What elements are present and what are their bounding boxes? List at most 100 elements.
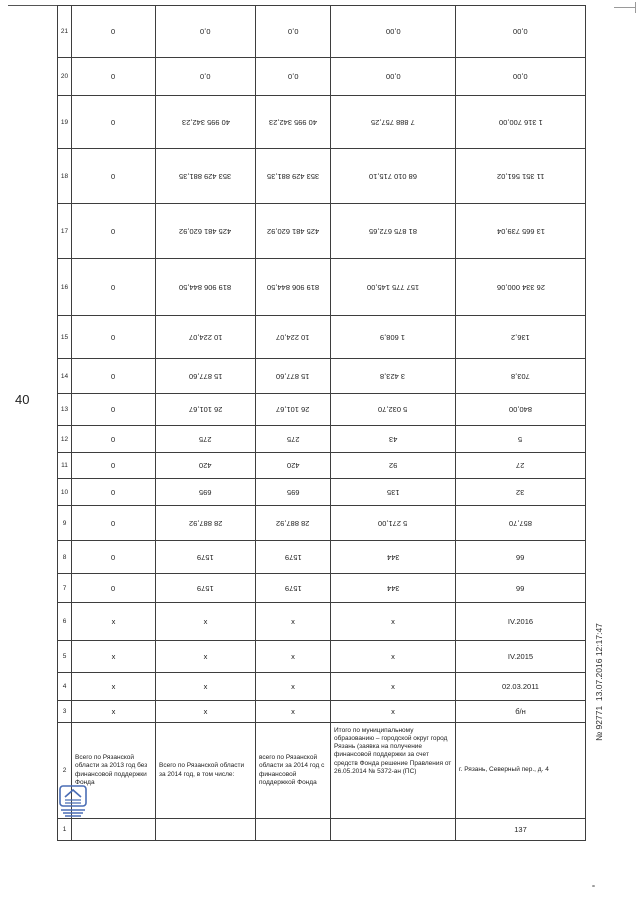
- cell-value-rotated: 66: [516, 552, 525, 562]
- cell-value-rotated: 1579: [284, 583, 302, 593]
- table-cell: 81 875 672,65: [330, 203, 456, 259]
- column-number-cell: 21: [57, 5, 72, 58]
- table-cell: x: [155, 640, 256, 673]
- table-cell: 13 665 739,04: [455, 203, 586, 259]
- table-row: 16 0 819 906 844,50 819 906 844,50 157 775 1…: [57, 258, 586, 316]
- table-cell: 344: [330, 540, 456, 574]
- table-cell: 5 271,00: [330, 505, 456, 541]
- table-row: 2 Всего по Рязанской области за 2013 год …: [57, 722, 586, 819]
- cell-value-rotated: 81 875 672,65: [369, 226, 417, 236]
- table-cell: 26 101,67: [155, 393, 256, 426]
- cell-value-rotated: 1579: [197, 583, 214, 593]
- cell-value-rotated: 425 481 620,92: [266, 226, 320, 236]
- table-cell: 136,2: [455, 315, 586, 359]
- table-cell: x: [71, 700, 156, 723]
- cell-value-rotated: 0,0: [200, 72, 211, 81]
- cell-value-rotated: 840,00: [509, 405, 532, 414]
- column-number-cell: 20: [57, 57, 72, 96]
- data-table: 21 0 0,0 0,0 0,00 0,00 20 0 0,0 0,0 0,00 0,00 19 0 40 …: [57, 5, 586, 841]
- cell-value-rotated: 1579: [284, 552, 302, 562]
- table-cell: 819 906 844,50: [155, 258, 256, 316]
- cell-value-rotated: 819 906 844,50: [266, 282, 320, 292]
- cell-value-rotated: 26 334 000,06: [496, 282, 545, 292]
- table-cell: 353 429 881,35: [155, 148, 256, 204]
- cell-value-rotated: 344: [386, 552, 400, 562]
- table-cell: 26 334 000,06: [455, 258, 586, 316]
- cell-value-rotated: 420: [286, 461, 300, 470]
- cell-value-rotated: 15 877,60: [276, 371, 310, 381]
- cell-value-rotated: 40 995 342,23: [181, 117, 230, 127]
- cell-value-rotated: 5 271,00: [378, 518, 408, 528]
- table-cell: 43: [330, 425, 456, 453]
- scan-artifact: [592, 885, 595, 887]
- cell-value-rotated: 344: [386, 583, 400, 593]
- table-cell: 1579: [255, 573, 331, 603]
- cell-value-rotated: 0: [111, 27, 116, 36]
- table-cell: 15 877,60: [255, 358, 331, 394]
- table-cell: 1 316 700,00: [455, 95, 586, 149]
- cell-value-rotated: 68 010 715,10: [369, 171, 417, 181]
- column-number-cell: 9: [57, 505, 72, 541]
- table-row: 20 0 0,0 0,0 0,00 0,00: [57, 57, 586, 96]
- table-cell: x: [71, 640, 156, 673]
- table-cell: 40 995 342,23: [155, 95, 256, 149]
- table-cell: 5 032,70: [330, 393, 456, 426]
- table-row: 18 0 353 429 881,35 353 429 881,35 68 010 71…: [57, 148, 586, 204]
- cell-value-rotated: 5 032,70: [378, 405, 408, 414]
- cell-value-rotated: 135: [386, 487, 400, 497]
- table-cell: x: [71, 672, 156, 701]
- cell-value-rotated: 10 224,07: [276, 332, 310, 342]
- table-row: 11 0 420 420 92 27: [57, 452, 586, 479]
- cell-value-rotated: 66: [516, 583, 525, 593]
- cell-value-rotated: 1579: [197, 552, 214, 562]
- table-cell: 0,0: [255, 5, 331, 58]
- table-cell: [155, 818, 256, 841]
- table-cell: 0: [71, 573, 156, 603]
- table-cell: x: [330, 602, 456, 641]
- table-cell: x: [255, 672, 331, 701]
- table-cell: Всего по Рязанской области за 2013 год б…: [71, 722, 156, 819]
- cell-value-rotated: 92: [388, 461, 398, 470]
- table-cell: 1579: [155, 540, 256, 574]
- table-cell: 0: [71, 425, 156, 453]
- table-cell: IV.2015: [455, 640, 586, 673]
- cell-value-rotated: 11 351 561,02: [496, 171, 545, 181]
- table-cell: 0: [71, 540, 156, 574]
- cell-value-rotated: 3 423,8: [380, 371, 406, 381]
- table-cell: 353 429 881,35: [255, 148, 331, 204]
- cell-value-rotated: 695: [286, 487, 300, 497]
- table-cell: 92: [330, 452, 456, 479]
- table-row: 12 0 275 275 43 5: [57, 425, 586, 453]
- table-cell: 1579: [155, 573, 256, 603]
- column-number-cell: 10: [57, 478, 72, 506]
- blue-emblem-stamp: [57, 785, 89, 819]
- column-number-cell: 1: [57, 818, 72, 841]
- table-cell: 0: [71, 258, 156, 316]
- cell-value-rotated: 0: [111, 282, 116, 292]
- column-number-cell: 3: [57, 700, 72, 723]
- scan-artifact: [8, 5, 57, 6]
- cell-value-rotated: 0: [111, 518, 116, 528]
- table-cell: 0,0: [155, 57, 256, 96]
- table-cell: 157 775 145,00: [330, 258, 456, 316]
- table-cell: 32: [455, 478, 586, 506]
- column-number-cell: 17: [57, 203, 72, 259]
- table-row: 10 0 695 695 135 32: [57, 478, 586, 506]
- table-cell: [71, 818, 156, 841]
- table-row: 15 0 10 224,07 10 224,07 1 608,9 136,2: [57, 315, 586, 359]
- column-number-cell: 11: [57, 452, 72, 479]
- table-cell: 425 481 620,92: [255, 203, 331, 259]
- cell-value-rotated: 27: [516, 461, 525, 470]
- scan-artifact: [614, 7, 636, 8]
- table-cell: 695: [155, 478, 256, 506]
- cell-value-rotated: 0,00: [513, 72, 528, 81]
- cell-value-rotated: 28 887,92: [276, 518, 310, 528]
- rotated-data-table: 21 0 0,0 0,0 0,00 0,00 20 0 0,0 0,0 0,00 0,00 19 0 40 …: [57, 5, 586, 841]
- cell-value-rotated: 7 888 757,25: [371, 117, 415, 127]
- table-cell: 137: [455, 818, 586, 841]
- cell-value-rotated: 0: [111, 461, 116, 470]
- cell-value-rotated: 0,00: [513, 27, 528, 36]
- cell-value-rotated: 0,00: [385, 27, 401, 36]
- table-cell: x: [155, 672, 256, 701]
